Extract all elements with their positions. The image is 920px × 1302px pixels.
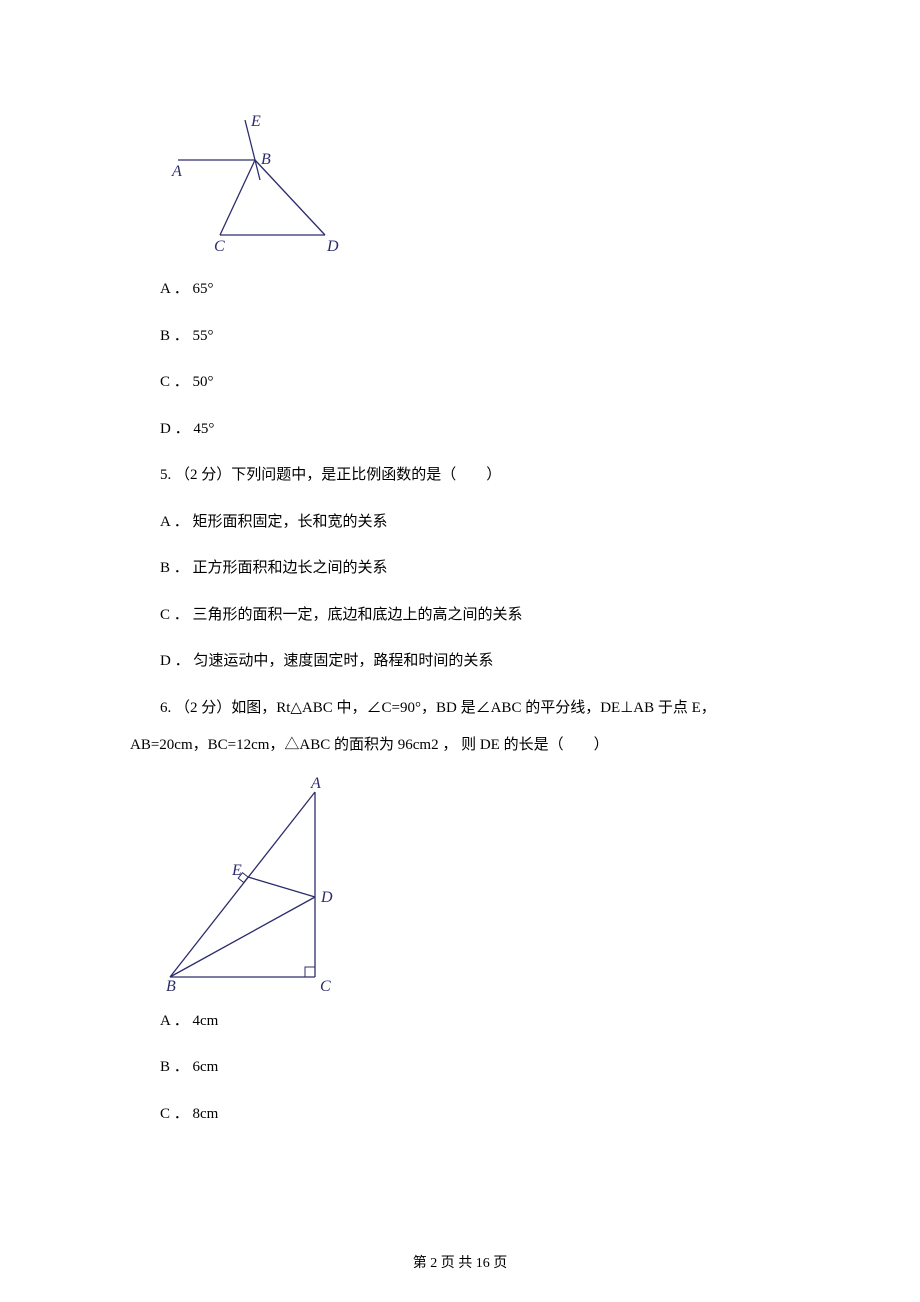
svg-text:E: E: [250, 113, 261, 130]
q6-option-c: C ． 8cm: [160, 1103, 790, 1126]
svg-text:D: D: [326, 238, 339, 255]
svg-text:B: B: [166, 978, 176, 992]
q6-option-b: B ． 6cm: [160, 1056, 790, 1079]
svg-text:C: C: [214, 238, 225, 255]
page-footer: 第 2 页 共 16 页: [0, 1253, 920, 1274]
figure-q4: A B C D E: [160, 110, 790, 260]
q4-option-b: B ． 55°: [160, 325, 790, 348]
page: A B C D E A ． 65° B ． 55° C ． 50° D ． 45° 5.…: [0, 0, 920, 1302]
svg-text:D: D: [320, 889, 333, 906]
figure-q6-svg: A B C D E: [160, 777, 345, 992]
svg-text:E: E: [231, 862, 242, 879]
svg-text:A: A: [310, 777, 321, 792]
svg-text:B: B: [261, 151, 271, 168]
q4-option-d: D ． 45°: [160, 418, 790, 441]
q4-option-c: C ． 50°: [160, 371, 790, 394]
q6-stem: 6. （2 分）如图，Rt△ABC 中，∠C=90°，BD 是∠ABC 的平分线…: [130, 697, 790, 757]
q5-option-b: B ． 正方形面积和边长之间的关系: [160, 557, 790, 580]
q6-option-a: A ． 4cm: [160, 1010, 790, 1033]
figure-q6: A B C D E: [160, 777, 790, 992]
svg-text:C: C: [320, 978, 331, 992]
figure-q4-svg: A B C D E: [160, 110, 345, 260]
q4-option-a: A ． 65°: [160, 278, 790, 301]
svg-text:A: A: [171, 163, 182, 180]
q5-stem: 5. （2 分）下列问题中，是正比例函数的是（ ）: [160, 464, 790, 487]
q6-stem-line2: AB=20cm，BC=12cm，△ABC 的面积为 96cm2 ， 则 DE 的…: [130, 734, 790, 757]
q5-option-c: C ． 三角形的面积一定，底边和底边上的高之间的关系: [160, 604, 790, 627]
q5-option-a: A ． 矩形面积固定，长和宽的关系: [160, 511, 790, 534]
q5-option-d: D ． 匀速运动中，速度固定时，路程和时间的关系: [160, 650, 790, 673]
q6-stem-line1: 6. （2 分）如图，Rt△ABC 中，∠C=90°，BD 是∠ABC 的平分线…: [130, 697, 790, 720]
